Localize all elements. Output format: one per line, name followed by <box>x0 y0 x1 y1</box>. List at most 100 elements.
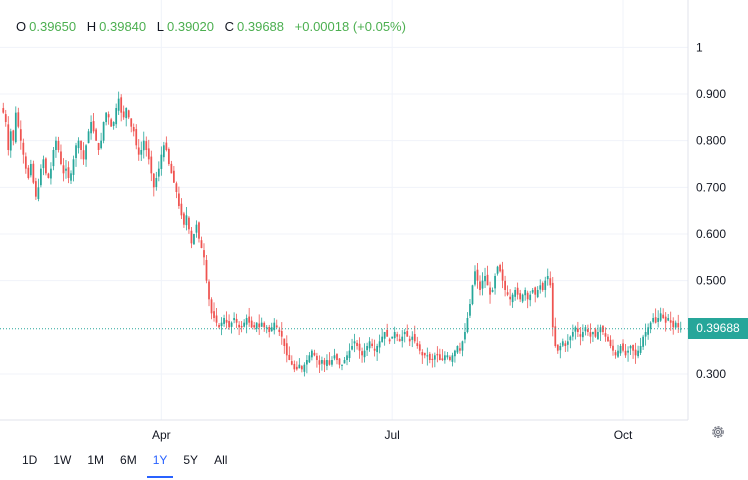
candle-body <box>34 181 37 197</box>
candle <box>233 312 235 324</box>
candle-body <box>270 327 273 332</box>
candle-body <box>657 318 660 322</box>
candle-body <box>167 149 170 164</box>
range-6m-button[interactable]: 6M <box>120 453 137 467</box>
candle <box>612 339 614 356</box>
candle-body <box>536 290 539 298</box>
candle <box>454 349 456 363</box>
y-tick-label: 0.800 <box>696 134 726 148</box>
range-1m-button[interactable]: 1M <box>87 453 105 467</box>
candle-body <box>391 336 394 339</box>
candle-body <box>180 203 183 216</box>
candle <box>285 335 288 363</box>
range-all-button[interactable]: All <box>214 453 228 467</box>
candle <box>428 351 431 364</box>
candle <box>501 261 504 289</box>
candle <box>27 165 30 180</box>
candle <box>288 346 291 361</box>
candle <box>130 118 133 133</box>
candle <box>208 279 210 307</box>
candle <box>551 276 554 337</box>
candle <box>278 326 281 337</box>
candle-body <box>238 324 240 328</box>
range-1w-button[interactable]: 1W <box>53 453 72 467</box>
candle <box>45 157 47 176</box>
candle <box>582 324 584 342</box>
candle-body <box>185 215 188 226</box>
candle <box>203 243 205 266</box>
range-5y-button[interactable]: 5Y <box>183 453 199 467</box>
candle-body <box>258 323 261 328</box>
range-1y-button[interactable]: 1Y <box>145 446 176 480</box>
candle-body <box>203 250 205 258</box>
candle <box>220 317 223 336</box>
candle <box>516 282 519 300</box>
candle-body <box>584 327 587 332</box>
candle <box>662 308 665 320</box>
candle-body <box>253 325 256 328</box>
candle-body <box>280 331 283 337</box>
candle <box>401 330 404 348</box>
candle <box>50 162 52 185</box>
candle <box>245 314 248 334</box>
low-label: L <box>156 19 164 34</box>
candle <box>185 206 188 231</box>
candle <box>499 263 501 273</box>
candle-body <box>393 332 396 339</box>
candle-body <box>9 131 12 151</box>
candle <box>368 337 371 352</box>
candle <box>235 313 238 328</box>
candle-body <box>652 318 655 322</box>
candle <box>587 324 589 336</box>
candle <box>521 293 524 304</box>
candle-body <box>561 341 564 346</box>
candle-body <box>456 346 459 353</box>
candle <box>150 150 153 182</box>
low-value: 0.39020 <box>167 19 214 34</box>
candle-body <box>609 339 612 346</box>
candle <box>190 226 193 249</box>
candle-body <box>438 354 441 360</box>
x-tick-label: Oct <box>614 428 633 442</box>
candle-body <box>80 140 82 150</box>
candle <box>356 340 358 350</box>
candle-body <box>92 121 95 132</box>
candle-body <box>193 234 195 245</box>
candle-body <box>102 122 105 141</box>
candle-body <box>298 364 301 369</box>
candle-body <box>175 183 178 192</box>
candle <box>333 348 336 361</box>
candle-body <box>338 358 341 365</box>
candle-body <box>494 276 496 289</box>
candle-body <box>371 343 373 346</box>
candle-body <box>566 341 569 345</box>
candle-body <box>343 360 346 364</box>
candle <box>584 324 587 336</box>
candle <box>157 161 160 182</box>
candle-body <box>479 281 481 290</box>
candle-body <box>381 336 384 342</box>
candle <box>178 186 180 209</box>
candle <box>438 348 441 361</box>
candle-body <box>265 327 268 329</box>
candle-body <box>248 316 251 323</box>
candle-body <box>469 304 471 316</box>
candle-body <box>376 346 379 353</box>
candle-body <box>2 108 5 113</box>
candle <box>338 357 341 369</box>
candle <box>386 323 389 337</box>
candle <box>238 321 240 336</box>
range-1d-button[interactable]: 1D <box>22 453 38 467</box>
candle-body <box>72 159 75 175</box>
candle-body <box>667 318 670 321</box>
gear-icon[interactable] <box>710 424 726 440</box>
candle-body <box>213 311 215 318</box>
candle <box>579 326 582 346</box>
candle-body <box>19 129 22 141</box>
candle <box>451 352 454 367</box>
candle-body <box>356 342 358 346</box>
high-value: 0.39840 <box>99 19 147 34</box>
candle <box>609 335 612 349</box>
open-label: O <box>16 19 27 34</box>
